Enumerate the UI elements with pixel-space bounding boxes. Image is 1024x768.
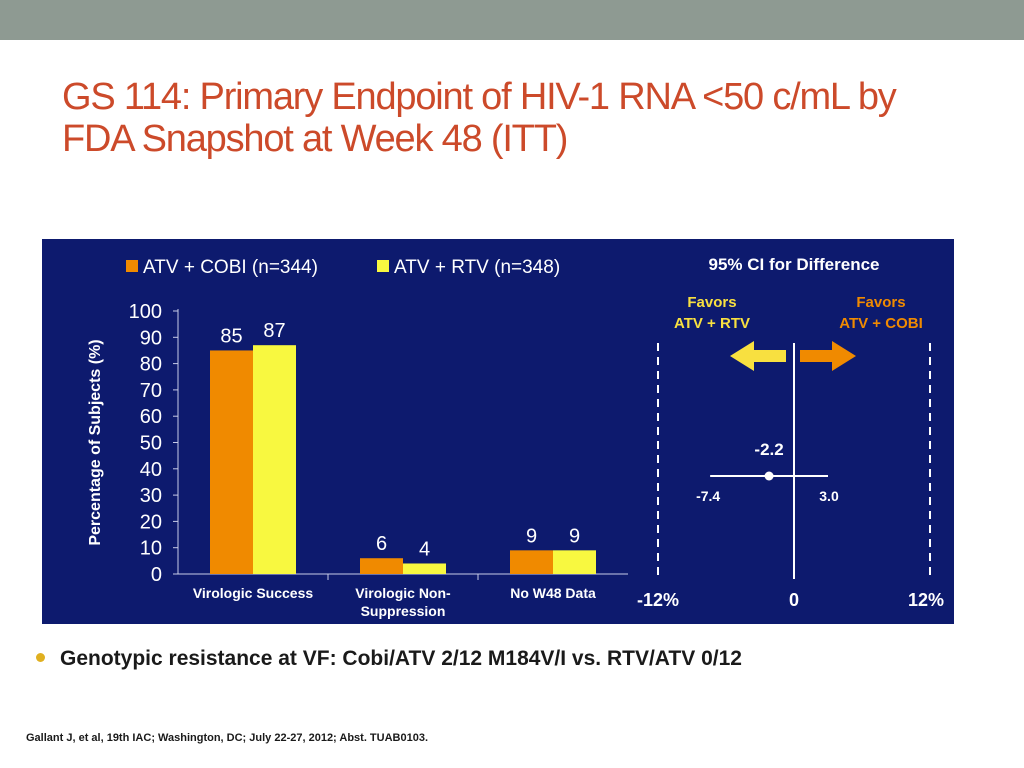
y-tick-label: 40	[140, 459, 162, 481]
legend-label-1: ATV + COBI (n=344)	[143, 257, 318, 278]
bar-atv-cobi	[360, 558, 403, 574]
bar-value-label: 9	[569, 525, 580, 547]
y-tick-label: 70	[140, 380, 162, 402]
top-bar	[0, 0, 1024, 40]
legend-swatch-1	[126, 260, 138, 272]
bar-value-label: 4	[419, 538, 430, 560]
ci-lower-label: -7.4	[696, 488, 720, 504]
title-line-2: FDA Snapshot at Week 48 (ITT)	[62, 118, 568, 160]
citation: Gallant J, et al, 19th IAC; Washington, …	[26, 732, 429, 744]
y-tick-label: 0	[151, 564, 162, 586]
forest-x-tick-label: -12%	[637, 590, 679, 610]
category-label: Virologic Success	[193, 585, 314, 601]
favors-rtv-label: ATV + RTV	[674, 315, 750, 332]
y-tick-label: 10	[140, 538, 162, 560]
favors-rtv-label: Favors	[687, 294, 736, 311]
ci-title: 95% CI for Difference	[709, 255, 880, 274]
favors-cobi-arrow-icon	[800, 341, 856, 371]
chart-svg: ATV + COBI (n=344) ATV + RTV (n=348) Perce…	[87, 255, 944, 619]
bar-atv-rtv	[403, 563, 446, 574]
category-label: No W48 Data	[510, 585, 596, 601]
y-tick-label: 30	[140, 485, 162, 507]
bullet-dot-icon	[36, 652, 45, 662]
title-line-1: GS 114: Primary Endpoint of HIV-1 RNA <5…	[62, 76, 897, 118]
bar-value-label: 87	[263, 320, 285, 342]
legend-label-2: ATV + RTV (n=348)	[394, 257, 560, 278]
bullet-item: Genotypic resistance at VF: Cobi/ATV 2/1…	[36, 647, 996, 671]
ci-point-estimate	[764, 471, 774, 481]
y-axis-label: Percentage of Subjects (%)	[87, 339, 104, 545]
y-tick-label: 90	[140, 327, 162, 349]
y-tick-label: 50	[140, 433, 162, 455]
bar-value-label: 9	[526, 525, 537, 547]
chart-panel: ATV + COBI (n=344) ATV + RTV (n=348) Perce…	[42, 239, 954, 624]
bar-atv-cobi	[510, 550, 553, 574]
category-label: Suppression	[361, 603, 446, 619]
slide-title: GS 114: Primary Endpoint of HIV-1 RNA <5…	[62, 76, 992, 160]
favors-rtv-arrow-icon	[730, 341, 786, 371]
bar-value-label: 85	[220, 325, 242, 347]
bar-atv-rtv	[253, 345, 296, 574]
y-tick-label: 100	[129, 301, 162, 323]
ci-upper-label: 3.0	[819, 488, 839, 504]
y-tick-label: 20	[140, 511, 162, 533]
y-tick-label: 80	[140, 354, 162, 376]
point-estimate-label: -2.2	[754, 440, 783, 459]
forest-x-tick-label: 12%	[908, 590, 944, 610]
forest-x-tick-label: 0	[789, 590, 799, 610]
y-tick-label: 60	[140, 406, 162, 428]
favors-cobi-label: Favors	[856, 294, 905, 311]
bar-atv-rtv	[553, 550, 596, 574]
bar-atv-cobi	[210, 350, 253, 574]
category-label: Virologic Non-	[355, 585, 451, 601]
favors-cobi-label: ATV + COBI	[839, 315, 922, 332]
legend-swatch-2	[377, 260, 389, 272]
bar-value-label: 6	[376, 533, 387, 555]
bullet-text: Genotypic resistance at VF: Cobi/ATV 2/1…	[60, 647, 742, 670]
